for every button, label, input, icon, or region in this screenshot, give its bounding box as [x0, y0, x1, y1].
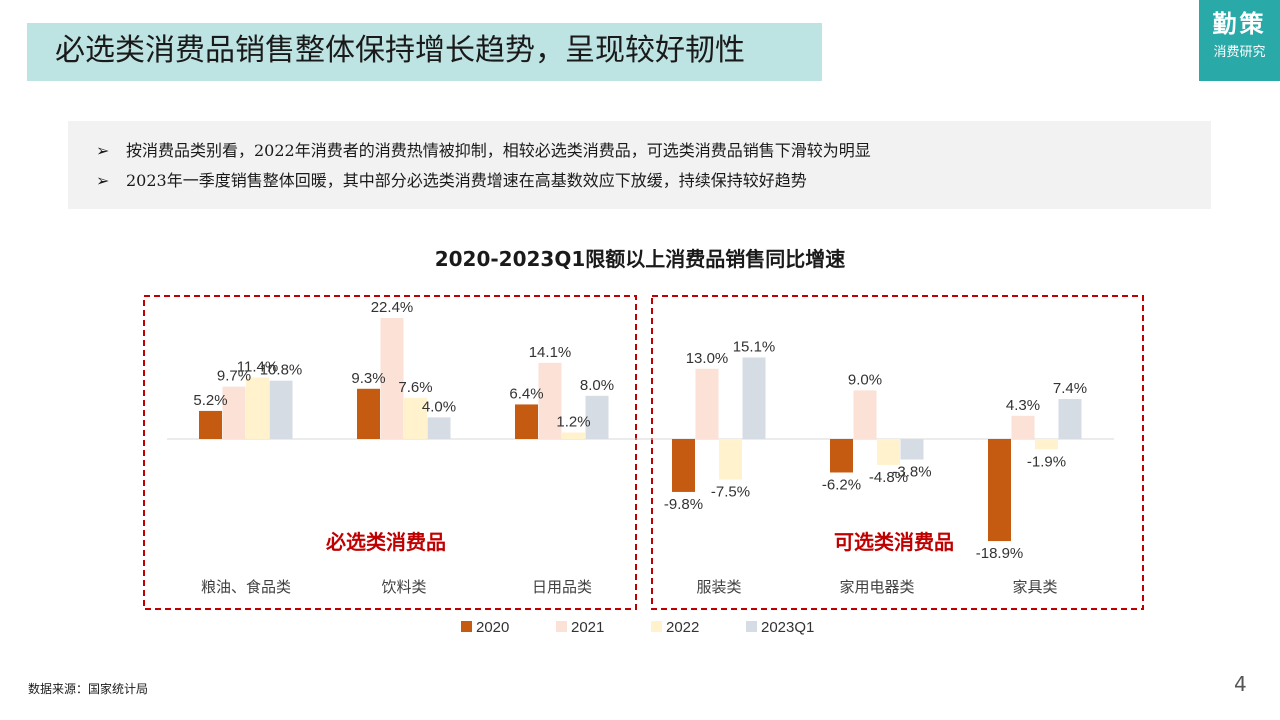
legend-swatch [651, 621, 662, 632]
bullet-item: ➢ 按消费品类别看，2022年消费者的消费热情被抑制，相较必选类消费品，可选类消费… [96, 140, 871, 162]
data-label: 1.2% [556, 414, 590, 431]
summary-box: ➢ 按消费品类别看，2022年消费者的消费热情被抑制，相较必选类消费品，可选类消费… [68, 121, 1211, 209]
data-label: 9.0% [848, 371, 882, 388]
group-border [651, 295, 1144, 610]
group-border [143, 295, 637, 610]
data-label: 8.0% [580, 377, 614, 394]
page-number: 4 [1234, 672, 1247, 696]
brand-logo: 勤策 消费研究 [1199, 0, 1280, 81]
data-label: 15.1% [733, 338, 776, 355]
bar-2021-1 [380, 318, 404, 439]
arrow-bullet-icon: ➢ [96, 171, 110, 190]
legend-swatch [461, 621, 472, 632]
category-label: 粮油、食品类 [201, 578, 291, 596]
page-title: 必选类消费品销售整体保持增长趋势，呈现较好韧性 [55, 33, 745, 68]
data-label: 5.2% [193, 392, 227, 409]
bar-2021-2 [538, 362, 562, 439]
brand-name: 勤策 [1212, 10, 1267, 38]
category-label: 家具类 [1012, 578, 1057, 596]
bar-2022-4 [877, 439, 900, 465]
legend-swatch [746, 621, 757, 632]
data-label: 9.7% [217, 368, 251, 385]
bar-2020-2 [515, 404, 538, 439]
bar-2022-0 [246, 377, 269, 439]
data-label: -3.8% [892, 464, 931, 481]
data-label: -18.9% [976, 545, 1024, 562]
arrow-bullet-icon: ➢ [96, 141, 110, 160]
bullet-item: ➢ 2023年一季度销售整体回暖，其中部分必选类消费增速在高基数效应下放缓，持续保… [96, 170, 807, 192]
legend-label: 2021 [571, 619, 604, 636]
data-label: 9.3% [351, 370, 385, 387]
data-label: -1.9% [1027, 453, 1066, 470]
data-label: -7.5% [711, 484, 750, 501]
category-label: 日用品类 [532, 578, 592, 596]
data-label: 6.4% [509, 385, 543, 402]
chart-title: 2020-2023Q1限额以上消费品销售同比增速 [434, 247, 846, 271]
legend-label: 2023Q1 [761, 619, 814, 636]
bar-2023Q1-2 [585, 395, 609, 439]
data-label: -4.8% [869, 469, 908, 486]
legend-label: 2022 [666, 619, 699, 636]
data-label: -9.8% [664, 496, 703, 513]
data-label: -6.2% [822, 476, 861, 493]
data-label: 22.4% [371, 299, 414, 316]
bar-2022-3 [719, 439, 742, 480]
category-label: 服装类 [696, 578, 741, 596]
bar-2022-2 [562, 432, 585, 439]
bar-2021-3 [695, 368, 719, 439]
group-label: 必选类消费品 [325, 530, 446, 554]
bar-2023Q1-4 [900, 439, 924, 460]
bar-2020-1 [357, 388, 380, 439]
bar-2023Q1-5 [1058, 399, 1082, 439]
bar-2020-4 [830, 439, 853, 473]
data-label: 11.4% [237, 358, 278, 375]
title-banner: 必选类消费品销售整体保持增长趋势，呈现较好韧性 [27, 23, 822, 81]
bar-2022-5 [1035, 439, 1058, 450]
bar-2021-4 [853, 390, 877, 439]
data-label: 13.0% [686, 350, 729, 367]
bar-2021-5 [1011, 415, 1035, 439]
data-source: 数据来源：国家统计局 [28, 682, 149, 696]
legend-swatch [556, 621, 567, 632]
data-label: 7.6% [398, 379, 432, 396]
data-label: 14.1% [529, 344, 572, 361]
category-label: 饮料类 [381, 578, 426, 596]
bullet-text: 按消费品类别看，2022年消费者的消费热情被抑制，相较必选类消费品，可选类消费品… [126, 141, 871, 160]
bar-2023Q1-0 [269, 380, 293, 439]
bar-2020-3 [672, 439, 695, 492]
data-label: 4.3% [1006, 397, 1040, 414]
bar-2023Q1-1 [427, 417, 451, 439]
data-label: 4.0% [422, 398, 456, 415]
bar-2023Q1-3 [742, 357, 766, 439]
brand-subtitle: 消费研究 [1213, 45, 1266, 60]
group-label: 可选类消费品 [834, 530, 954, 554]
legend-label: 2020 [476, 619, 509, 636]
data-label: 10.8% [260, 362, 303, 379]
bullet-text: 2023年一季度销售整体回暖，其中部分必选类消费增速在高基数效应下放缓，持续保持… [126, 171, 807, 190]
category-label: 家用电器类 [839, 578, 914, 596]
bar-2022-1 [404, 397, 427, 439]
data-label: 7.4% [1053, 380, 1087, 397]
bar-2020-0 [199, 410, 222, 439]
bar-2020-5 [988, 439, 1011, 542]
bar-2021-0 [222, 386, 246, 439]
